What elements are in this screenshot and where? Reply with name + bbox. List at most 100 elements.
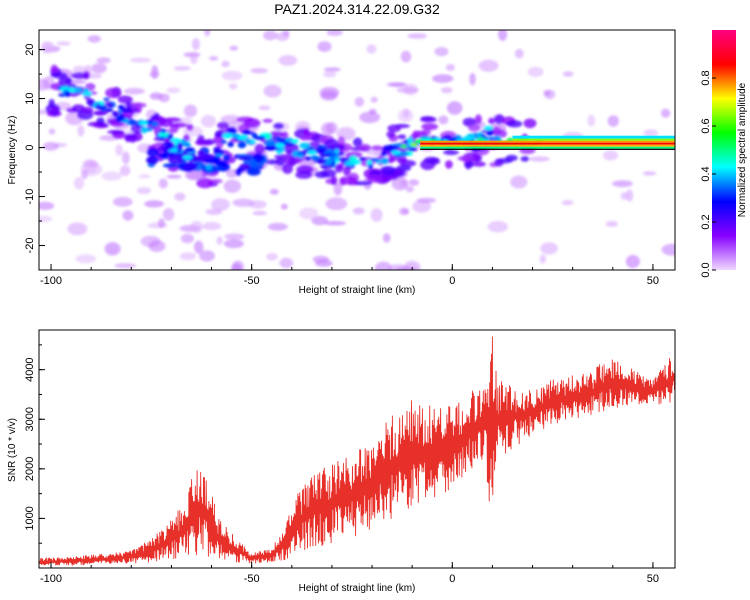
spectrogram-blob (284, 137, 294, 143)
spectrogram-blob (221, 60, 230, 68)
spectrogram-blob (123, 87, 145, 95)
spectrogram-blob (111, 111, 119, 116)
spectrogram-panel: -100 -50 0 50 20 10 0 -10 -20 Height of straigh… (7, 29, 676, 296)
spectrogram-blob (117, 104, 125, 110)
colorbar-tick-label: 0.2 (700, 214, 712, 229)
snr-frame (38, 329, 676, 569)
spectrogram-blob (119, 165, 131, 177)
spectrogram-blob (412, 200, 432, 213)
spectrogram-blob (101, 171, 122, 181)
snr-panel: -100 -50 0 50 1000 2000 3000 4000 Height of st… (7, 329, 676, 594)
spectrogram-blob (468, 124, 481, 132)
spectrogram-blob (339, 177, 347, 186)
spectrogram-blob (96, 57, 111, 64)
spectrogram-blob (603, 150, 619, 161)
spectrogram-blob (125, 102, 133, 109)
spectrogram-blob (174, 192, 186, 201)
spectrogram-blob (162, 208, 175, 221)
spectrogram-blob (316, 158, 327, 165)
spectrogram-blob (263, 84, 282, 98)
tone-band (420, 148, 675, 150)
spectrogram-blob (105, 87, 122, 99)
spectrogram-blob (199, 250, 215, 262)
spectrogram-blob (338, 157, 350, 163)
spectrogram-blob (391, 150, 402, 155)
spectrogram-blob (209, 56, 219, 61)
spectrogram-blob (82, 91, 93, 96)
spectrogram-blob (166, 87, 181, 94)
spectrogram-blob (510, 175, 528, 189)
spectrogram-blob (370, 96, 378, 103)
spectrogram-blob (50, 64, 58, 74)
spectrogram-blob (96, 117, 105, 125)
spectrogram-blob (39, 215, 53, 222)
spectrogram-blob (276, 157, 285, 166)
spectrogram-blob (77, 125, 85, 137)
spectrogram-blob (587, 114, 596, 127)
spectrogram-blob (397, 134, 407, 140)
spectrogram-blob (315, 259, 333, 267)
spectrogram-blob (387, 264, 409, 270)
spectrogram-blob (320, 169, 337, 178)
spectrogram-blob (48, 98, 55, 108)
spectrogram-y-label: Frequency (Hz) (7, 116, 18, 185)
spectrogram-blob (43, 141, 59, 151)
spectrogram-blob (275, 32, 290, 42)
spectrogram-blob (494, 158, 504, 167)
spectrogram-blob (94, 105, 104, 110)
x-tick-label: -50 (244, 573, 260, 585)
spectrogram-blob (299, 142, 310, 149)
spectrogram-blob (210, 157, 217, 163)
snr-series-line (39, 336, 675, 566)
spectrogram-blob (380, 151, 387, 157)
spectrogram-blob (68, 87, 76, 93)
spectrogram-blob (399, 207, 410, 216)
spectrogram-blob (351, 160, 361, 165)
spectrogram-blob (483, 125, 494, 131)
tone-band (420, 142, 675, 145)
spectrogram-x-ticks: -100 -50 0 50 (40, 264, 659, 287)
spectrogram-blob (239, 163, 251, 171)
spectrogram-blob (83, 88, 89, 92)
spectrogram-blob (148, 240, 166, 252)
spectrogram-blob (505, 154, 518, 162)
spectrogram-blob (520, 156, 530, 162)
spectrogram-blob (432, 74, 454, 83)
spectrogram-blob (39, 78, 50, 91)
spectrogram-blob (58, 76, 73, 86)
tone-band (512, 135, 675, 139)
spectrogram-blob (462, 136, 473, 142)
spectrogram-blob (408, 179, 420, 186)
spectrogram-blob (494, 114, 505, 125)
spectrogram-blob (179, 252, 197, 261)
spectrogram-blob (114, 263, 137, 269)
spectrogram-blob (323, 71, 337, 78)
spectrogram-blob (416, 197, 437, 203)
spectrogram-blob (625, 189, 634, 202)
spectrogram-blob (434, 46, 449, 57)
spectrogram-blob (115, 116, 125, 122)
spectrogram-blob (540, 242, 558, 255)
spectrogram-blob (67, 222, 88, 236)
spectrogram-blob (211, 198, 230, 211)
spectrogram-blob (263, 30, 278, 41)
spectrogram-blob (412, 130, 420, 139)
spectrogram-blob (190, 220, 203, 234)
spectrogram-blob (103, 97, 110, 101)
spectrogram-blob (306, 150, 317, 155)
spectrogram-blob (186, 123, 194, 131)
spectrogram-blob (227, 129, 238, 133)
spectrogram-blob (51, 107, 60, 111)
spectrogram-blob (388, 144, 399, 151)
snr-plot-area (39, 330, 675, 568)
spectrogram-blob (539, 254, 547, 264)
spectrogram-blob (107, 103, 114, 108)
spectrogram-blob (300, 135, 312, 141)
spectrogram-blob (396, 156, 408, 164)
spectrogram-blob (321, 122, 334, 136)
spectrogram-blob (269, 130, 285, 138)
spectrogram-blob (250, 140, 256, 144)
snr-x-label: Height of straight line (km) (299, 583, 416, 594)
spectrogram-blob (122, 151, 130, 165)
spectrogram-blob (274, 142, 285, 148)
